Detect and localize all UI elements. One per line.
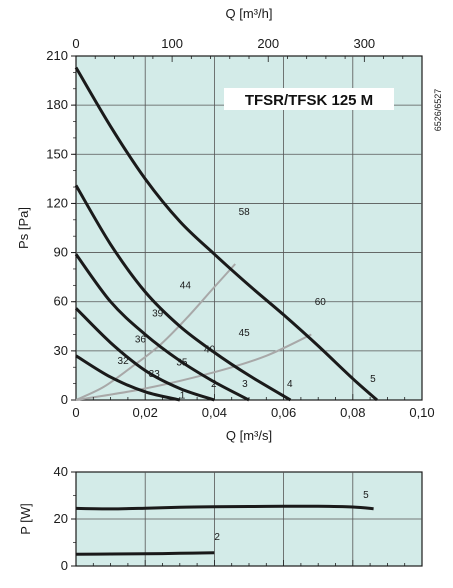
curve-label-33: 33 [149, 369, 161, 380]
y-tick-label: 40 [54, 464, 68, 479]
curve-label-40: 40 [204, 344, 216, 355]
curve-4 [74, 184, 292, 402]
chart-title: TFSR/TFSK 125 M [245, 92, 373, 109]
x-tick-label: 0,10 [409, 405, 434, 420]
y-tick-label: 120 [46, 195, 68, 210]
power-gridlines [76, 472, 422, 566]
curve-label-32: 32 [118, 356, 130, 367]
x2-axis-label: Q [m³/h] [226, 6, 273, 21]
y-tick-label: 20 [54, 511, 68, 526]
curve-3 [74, 253, 250, 402]
curve-label-5: 5 [370, 374, 376, 385]
y-tick-label: 150 [46, 146, 68, 161]
curve-label-44: 44 [180, 281, 192, 292]
x-tick-label: 0,06 [271, 405, 296, 420]
curve-5 [75, 504, 374, 511]
curve-5 [74, 66, 378, 402]
curve-label-39: 39 [152, 308, 164, 319]
curve-label-5: 5 [363, 490, 369, 501]
pressure-curves [74, 66, 378, 402]
y-tick-label: 0 [61, 392, 68, 407]
x2-tick-label: 100 [161, 36, 183, 51]
y-axis-label: Ps [Pa] [16, 207, 31, 249]
power-curve-labels: 52 [214, 490, 369, 543]
curve-2 [75, 551, 215, 556]
power-ticks: 0 20 40 [54, 464, 406, 573]
y-tick-label: 0 [61, 558, 68, 573]
curve-label-2: 2 [211, 379, 217, 390]
power-curves [75, 504, 374, 556]
curve-1 [75, 354, 181, 402]
y-tick-label: 210 [46, 48, 68, 63]
x-tick-label: 0,08 [340, 405, 365, 420]
x-tick-label: 0,02 [133, 405, 158, 420]
y-tick-label: 60 [54, 294, 68, 309]
curve-label-3: 3 [242, 379, 248, 390]
curve-label-58: 58 [239, 207, 251, 218]
y-tick-label: 30 [54, 343, 68, 358]
curve-label-36: 36 [135, 335, 147, 346]
x2-tick-label: 300 [353, 36, 375, 51]
curve-2 [74, 307, 215, 402]
rpm-line [75, 333, 312, 401]
x-tick-label: 0,04 [202, 405, 227, 420]
power-y-axis-label: P [W] [18, 503, 33, 535]
drawing-code: 6526/6527 [433, 89, 443, 132]
x2-tick-label: 200 [257, 36, 279, 51]
x-tick-label: 0 [72, 405, 79, 420]
x-axis-label: Q [m³/s] [226, 428, 272, 443]
y-tick-label: 90 [54, 245, 68, 260]
curve-label-2: 2 [214, 532, 220, 543]
curve-label-1: 1 [180, 390, 186, 401]
title-box [224, 88, 394, 110]
curve-label-4: 4 [287, 379, 293, 390]
y-tick-label: 180 [46, 97, 68, 112]
curve-label-60: 60 [315, 297, 327, 308]
curve-label-35: 35 [176, 358, 188, 369]
pressure-plot-area [75, 55, 423, 401]
x2-tick-label: 0 [72, 36, 79, 51]
curve-label-45: 45 [239, 328, 251, 339]
